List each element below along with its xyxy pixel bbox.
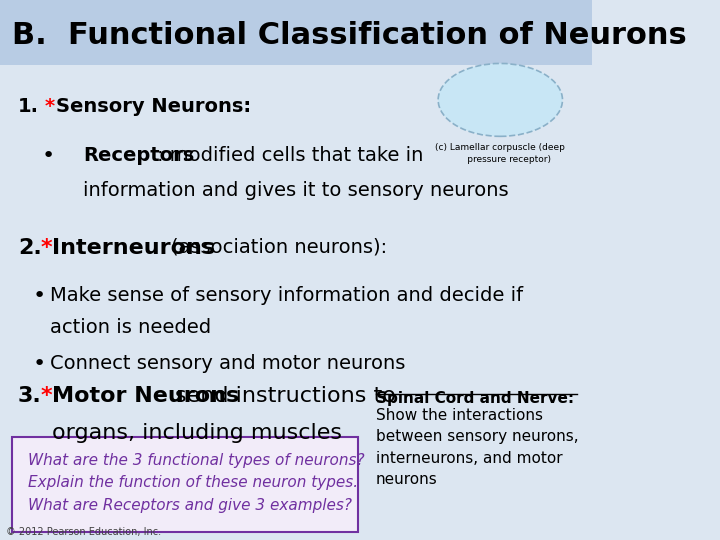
Text: (c) Lamellar corpuscle (deep
      pressure receptor): (c) Lamellar corpuscle (deep pressure re… [436,143,565,164]
Text: •: • [32,286,46,306]
Text: Sensory Neurons:: Sensory Neurons: [56,97,251,116]
Text: Make sense of sensory information and decide if: Make sense of sensory information and de… [50,286,523,305]
Text: action is needed: action is needed [50,318,212,336]
Text: 1.: 1. [18,97,39,116]
Text: *: * [40,386,52,406]
Text: (association neurons):: (association neurons): [171,238,387,256]
Text: information and gives it to sensory neurons: information and gives it to sensory neur… [83,181,508,200]
Text: Receptors: Receptors [83,146,194,165]
Text: •: • [32,354,46,374]
Text: Show the interactions
between sensory neurons,
interneurons, and motor
neurons: Show the interactions between sensory ne… [376,408,579,488]
Ellipse shape [438,64,562,137]
FancyBboxPatch shape [12,437,359,532]
Text: *: * [45,97,55,116]
FancyBboxPatch shape [0,0,592,65]
Text: : modified cells that take in: : modified cells that take in [157,146,423,165]
Text: send instructions to: send instructions to [175,386,396,406]
Text: *: * [40,238,52,258]
Text: Interneurons: Interneurons [52,238,215,258]
Text: Spinal Cord and Nerve:: Spinal Cord and Nerve: [376,392,574,407]
Text: organs, including muscles: organs, including muscles [52,423,342,443]
Text: 3.: 3. [18,386,42,406]
Text: Motor Neurons: Motor Neurons [52,386,239,406]
Text: •: • [42,146,55,166]
Text: B.  Functional Classification of Neurons: B. Functional Classification of Neurons [12,21,687,50]
Text: 2.: 2. [18,238,42,258]
Text: Connect sensory and motor neurons: Connect sensory and motor neurons [50,354,405,373]
Text: What are the 3 functional types of neurons?
Explain the function of these neuron: What are the 3 functional types of neuro… [28,453,365,513]
Text: © 2012 Pearson Education, Inc.: © 2012 Pearson Education, Inc. [6,527,161,537]
